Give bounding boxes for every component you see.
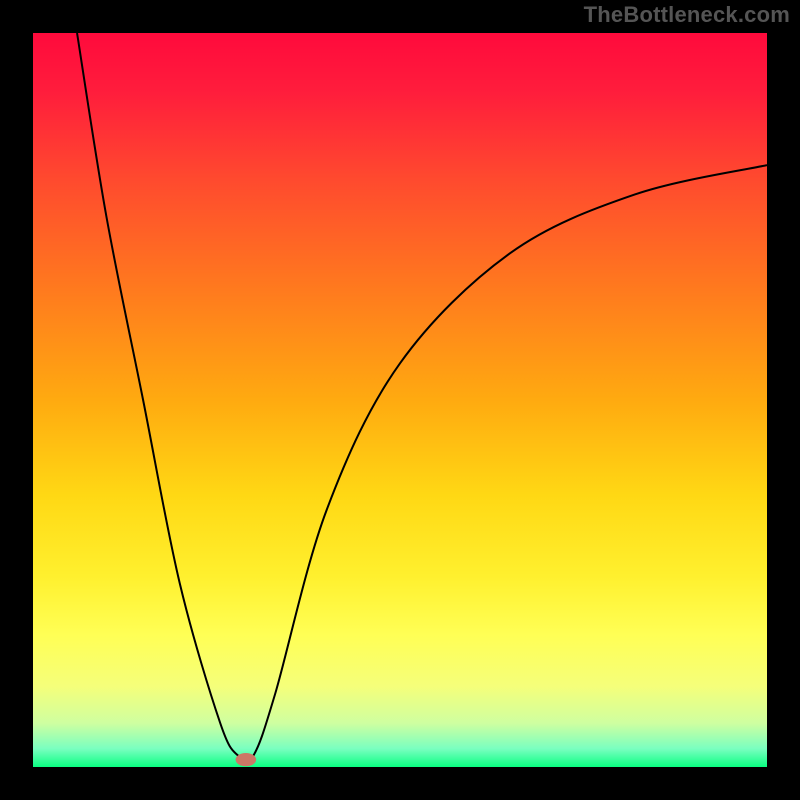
watermark-text: TheBottleneck.com	[584, 2, 790, 28]
bottleneck-chart	[0, 0, 800, 800]
optimal-point-marker	[236, 753, 257, 766]
chart-container: TheBottleneck.com	[0, 0, 800, 800]
